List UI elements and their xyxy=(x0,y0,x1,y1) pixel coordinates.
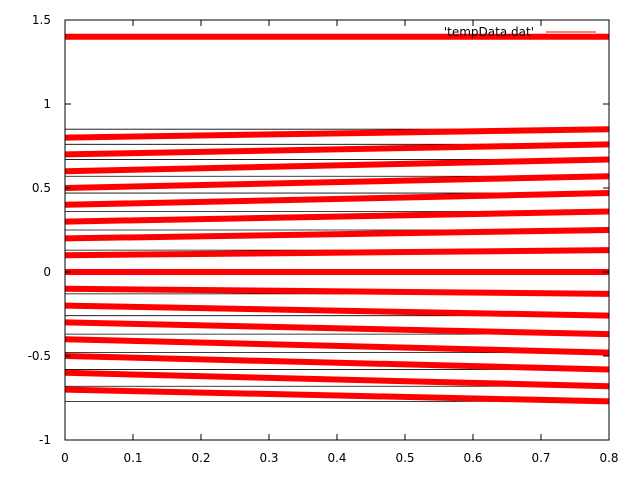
series-line-13 xyxy=(64,336,610,356)
legend: 'tempData.dat' xyxy=(444,25,596,39)
series-line-8 xyxy=(64,247,610,259)
axis-ticks xyxy=(64,19,610,441)
series-line-4 xyxy=(64,173,610,191)
x-tick-label: 0.4 xyxy=(327,451,346,465)
x-tick-label: 0.6 xyxy=(463,451,482,465)
y-tick-label: 0 xyxy=(43,265,51,279)
y-tick-label: -0.5 xyxy=(28,349,51,363)
series-line-10 xyxy=(64,285,610,297)
x-tick-label: 0.2 xyxy=(191,451,210,465)
series-line-16 xyxy=(64,386,610,405)
y-tick-label: 1.5 xyxy=(32,13,51,27)
y-tick-label: 1 xyxy=(43,97,51,111)
x-tick-label: 0.8 xyxy=(599,451,618,465)
tick-labels: 0 0.1 0.2 0.3 0.4 0.5 0.6 0.7 0.8 -1 -0.5 0 0.5 1 1.5 xyxy=(28,13,619,465)
series-line-3 xyxy=(64,156,610,175)
series-line-2 xyxy=(64,141,610,158)
y-tick-label: -1 xyxy=(39,433,51,447)
series-line-11 xyxy=(64,302,610,319)
series-group xyxy=(64,33,610,405)
x-tick-label: 0.7 xyxy=(531,451,550,465)
legend-label: 'tempData.dat' xyxy=(444,25,534,39)
y-tick-label: 0.5 xyxy=(32,181,51,195)
series-line-14 xyxy=(64,353,610,373)
x-tick-label: 0.1 xyxy=(123,451,142,465)
x-tick-label: 0.5 xyxy=(395,451,414,465)
series-line-5 xyxy=(64,190,610,208)
x-tick-label: 0.3 xyxy=(259,451,278,465)
x-tick-label: 0 xyxy=(61,451,69,465)
series-line-1 xyxy=(64,126,610,141)
series-line-6 xyxy=(64,208,610,225)
series-line-15 xyxy=(64,369,610,390)
series-line-12 xyxy=(64,319,610,338)
series-line-7 xyxy=(64,227,610,242)
